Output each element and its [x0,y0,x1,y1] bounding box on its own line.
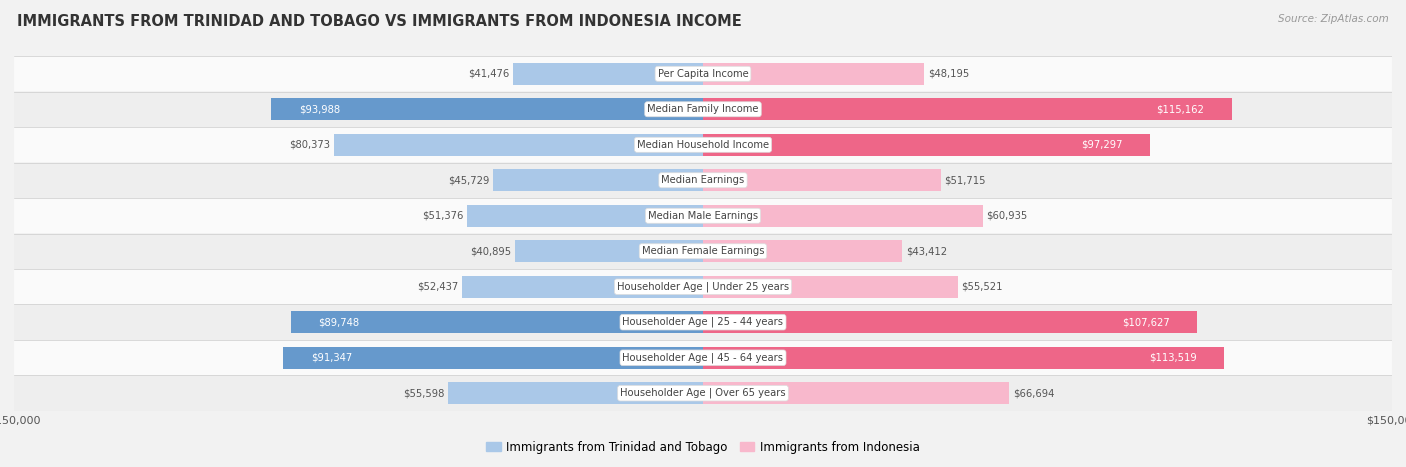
Text: Householder Age | 45 - 64 years: Householder Age | 45 - 64 years [623,353,783,363]
Text: $45,729: $45,729 [449,175,489,185]
Text: Householder Age | Under 25 years: Householder Age | Under 25 years [617,282,789,292]
FancyBboxPatch shape [14,127,1392,163]
Bar [703,382,1010,404]
Text: $89,748: $89,748 [318,317,360,327]
Bar [703,63,924,85]
Text: $51,715: $51,715 [943,175,986,185]
Text: Per Capita Income: Per Capita Income [658,69,748,79]
Text: $55,521: $55,521 [962,282,1002,292]
Text: Median Household Income: Median Household Income [637,140,769,150]
Text: $48,195: $48,195 [928,69,969,79]
FancyBboxPatch shape [14,375,1392,411]
Bar [333,134,703,156]
Text: $52,437: $52,437 [418,282,458,292]
Bar [703,240,903,262]
Text: $91,347: $91,347 [311,353,353,363]
Text: $93,988: $93,988 [299,104,340,114]
FancyBboxPatch shape [14,198,1392,234]
Bar [703,347,1225,369]
Text: $66,694: $66,694 [1012,388,1054,398]
Text: Source: ZipAtlas.com: Source: ZipAtlas.com [1278,14,1389,24]
Legend: Immigrants from Trinidad and Tobago, Immigrants from Indonesia: Immigrants from Trinidad and Tobago, Imm… [482,436,924,458]
Text: $60,935: $60,935 [987,211,1028,221]
Bar [291,311,703,333]
Bar [703,276,957,298]
Text: $55,598: $55,598 [404,388,444,398]
Bar [703,205,983,227]
Text: Median Family Income: Median Family Income [647,104,759,114]
Text: IMMIGRANTS FROM TRINIDAD AND TOBAGO VS IMMIGRANTS FROM INDONESIA INCOME: IMMIGRANTS FROM TRINIDAD AND TOBAGO VS I… [17,14,741,29]
Text: $80,373: $80,373 [290,140,330,150]
Bar [703,311,1198,333]
Bar [447,382,703,404]
Text: $41,476: $41,476 [468,69,509,79]
Text: Householder Age | 25 - 44 years: Householder Age | 25 - 44 years [623,317,783,327]
Text: $43,412: $43,412 [905,246,948,256]
FancyBboxPatch shape [14,234,1392,269]
Bar [463,276,703,298]
FancyBboxPatch shape [14,340,1392,375]
Bar [703,98,1232,120]
FancyBboxPatch shape [14,92,1392,127]
Text: $107,627: $107,627 [1122,317,1170,327]
Text: Householder Age | Over 65 years: Householder Age | Over 65 years [620,388,786,398]
Text: $40,895: $40,895 [471,246,512,256]
Text: Median Female Earnings: Median Female Earnings [641,246,765,256]
Text: $113,519: $113,519 [1149,353,1197,363]
FancyBboxPatch shape [14,269,1392,304]
FancyBboxPatch shape [14,163,1392,198]
Text: $97,297: $97,297 [1081,140,1122,150]
Bar [515,240,703,262]
Bar [703,134,1150,156]
Bar [467,205,703,227]
Text: $115,162: $115,162 [1157,104,1205,114]
FancyBboxPatch shape [14,56,1392,92]
Bar [271,98,703,120]
Bar [284,347,703,369]
Text: Median Earnings: Median Earnings [661,175,745,185]
Text: Median Male Earnings: Median Male Earnings [648,211,758,221]
FancyBboxPatch shape [14,304,1392,340]
Bar [703,169,941,191]
Bar [494,169,703,191]
Text: $51,376: $51,376 [422,211,464,221]
Bar [513,63,703,85]
